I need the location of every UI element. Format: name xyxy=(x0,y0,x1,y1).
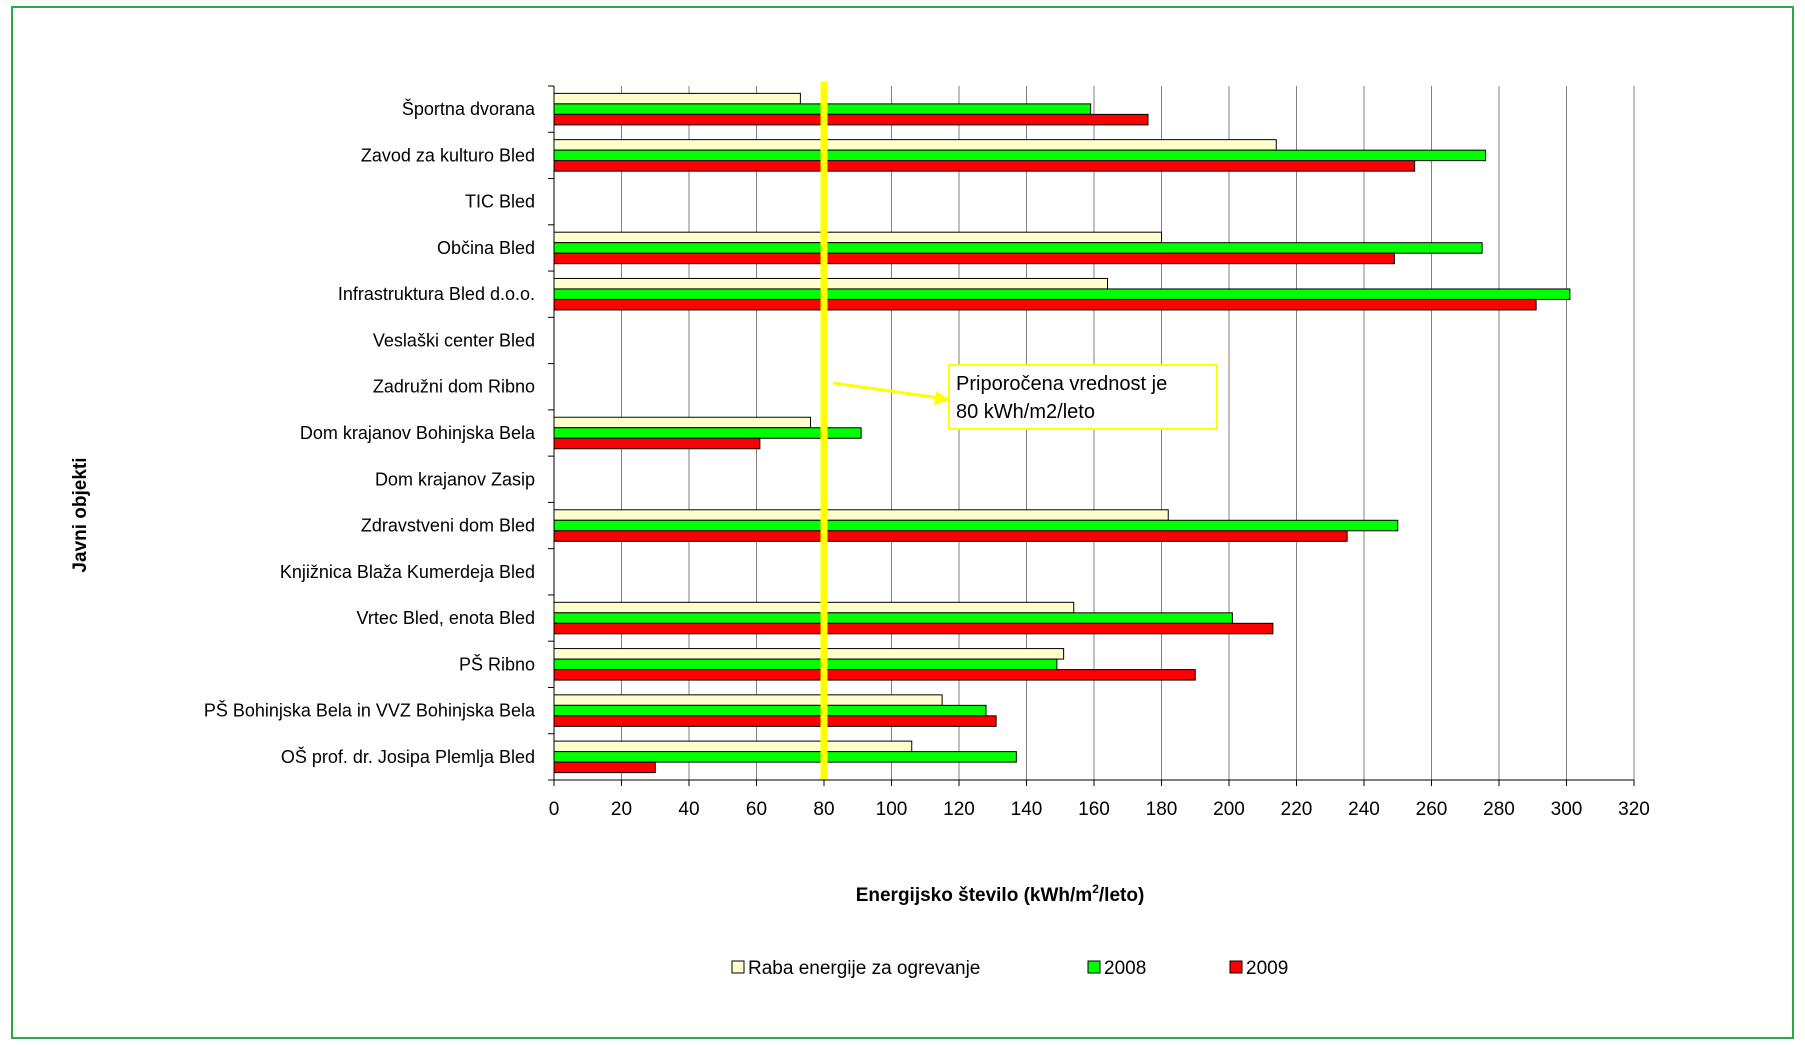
x-tick-label: 180 xyxy=(1146,799,1178,820)
bar xyxy=(553,242,1483,254)
legend-swatch xyxy=(1229,960,1243,974)
bar xyxy=(553,740,913,753)
category-labels: Športna dvorana Zavod za kulturo Bled TIC … xyxy=(204,98,536,767)
legend-swatch xyxy=(1087,960,1101,974)
bar xyxy=(553,715,997,727)
x-tick-label: 0 xyxy=(549,799,560,820)
category-label: TIC Bled xyxy=(465,192,535,212)
x-tick-label: 240 xyxy=(1348,799,1380,820)
bar xyxy=(553,160,1416,172)
bar xyxy=(553,761,656,774)
bar xyxy=(553,601,1075,614)
category-label: Občina Bled xyxy=(437,238,535,258)
bar xyxy=(553,509,1169,521)
x-tick-label: 140 xyxy=(1011,799,1043,820)
bar xyxy=(553,92,801,105)
x-tick-label: 160 xyxy=(1078,799,1110,820)
x-tick-label: 40 xyxy=(678,799,699,820)
bar xyxy=(553,288,1571,300)
category-label: Veslaški center Bled xyxy=(373,330,535,350)
x-tick-label: 200 xyxy=(1213,799,1245,820)
x-tick-label: 60 xyxy=(746,799,767,820)
bar xyxy=(553,751,1017,763)
bar xyxy=(553,113,1149,126)
category-label: Zdravstveni dom Bled xyxy=(361,516,535,536)
x-tick-labels: 0 20 40 60 80 100 120 140 160 180 200 220 240 260 280 3… xyxy=(549,799,1650,820)
annotation: Priporočena vrednost je 80 kWh/m2/leto xyxy=(832,364,1218,430)
category-label: Športna dvorana xyxy=(402,98,536,119)
bar xyxy=(553,427,862,439)
x-tick-label: 300 xyxy=(1551,799,1583,820)
category-label: Infrastruktura Bled d.o.o. xyxy=(338,284,535,304)
legend-label: 2008 xyxy=(1104,958,1146,979)
bar xyxy=(553,519,1399,532)
category-label: PŠ Ribno xyxy=(459,653,535,674)
x-tick-label: 80 xyxy=(813,799,834,820)
legend-label: Raba energije za ogrevanje xyxy=(748,958,980,979)
category-label: Knjižnica Blaža Kumerdeja Bled xyxy=(280,562,535,582)
bar xyxy=(553,658,1058,671)
bar xyxy=(553,231,1162,244)
annotation-box xyxy=(948,364,1218,430)
x-axis-title: Energijsko število (kWh/m2/leto) xyxy=(856,882,1145,906)
bars xyxy=(553,92,1571,774)
category-label: Zavod za kulturo Bled xyxy=(361,145,535,165)
legend-swatch xyxy=(731,960,745,974)
bar xyxy=(553,648,1065,660)
bar xyxy=(553,437,761,450)
bar xyxy=(553,612,1233,624)
category-label: Zadružni dom Ribno xyxy=(373,377,535,397)
bar xyxy=(553,149,1486,162)
x-tick-label: 220 xyxy=(1281,799,1313,820)
category-label: PŠ Bohinjska Bela in VVZ Bohinjska Bela xyxy=(204,700,536,721)
x-tick-label: 260 xyxy=(1416,799,1448,820)
x-axis-title-superscript: 2 xyxy=(1092,882,1099,896)
category-label: Dom krajanov Bohinjska Bela xyxy=(300,423,536,443)
bar xyxy=(553,277,1108,290)
x-tick-label: 100 xyxy=(876,799,908,820)
category-label: Dom krajanov Zasip xyxy=(375,469,535,489)
annotation-line-1: Priporočena vrednost je xyxy=(956,373,1167,395)
bar xyxy=(553,298,1537,311)
annotation-arrow xyxy=(832,381,941,400)
x-tick-label: 20 xyxy=(611,799,632,820)
axes xyxy=(548,85,1635,786)
y-axis-title: Javni objekti xyxy=(70,457,91,572)
category-label: OŠ prof. dr. Josipa Plemlja Bled xyxy=(281,746,535,767)
bar xyxy=(553,622,1274,635)
bar xyxy=(553,694,943,706)
x-tick-label: 320 xyxy=(1618,799,1650,820)
bar xyxy=(553,704,987,717)
bar xyxy=(553,669,1196,681)
bar xyxy=(553,530,1348,542)
bar xyxy=(553,252,1395,265)
bar xyxy=(553,416,811,429)
bar xyxy=(553,139,1277,151)
legend-label: 2009 xyxy=(1246,958,1288,979)
legend: Raba energije za ogrevanje 2008 2009 xyxy=(731,958,1288,979)
annotation-arrowhead xyxy=(934,391,950,405)
x-tick-label: 120 xyxy=(943,799,975,820)
annotation-line-2: 80 kWh/m2/leto xyxy=(956,401,1095,423)
x-tick-label: 280 xyxy=(1483,799,1515,820)
category-label: Vrtec Bled, enota Bled xyxy=(357,608,535,628)
